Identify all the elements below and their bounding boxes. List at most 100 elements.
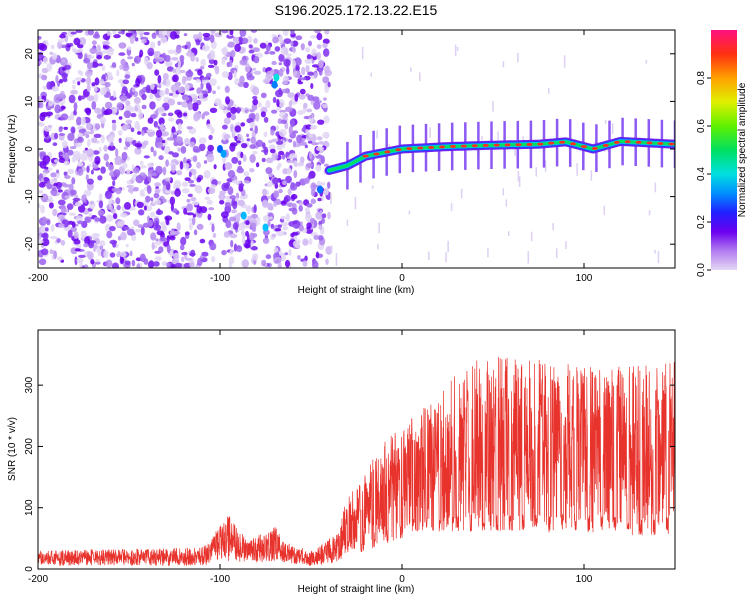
noise-speckle [232,36,241,45]
noise-speckle [224,202,231,207]
noise-speckle [172,152,179,158]
noise-streak [517,53,519,63]
noise-speckle [250,240,254,248]
noise-speckle [317,235,324,241]
noise-speckle [261,259,267,267]
noise-speckle [94,107,102,114]
noise-speckle [91,40,97,45]
noise-streak [376,130,378,139]
noise-speckle [242,154,247,162]
noise-speckle [225,96,230,105]
snr-x-tick-label: 0 [399,574,405,585]
signal-peak [624,140,631,144]
noise-speckle [157,106,165,115]
noise-speckle [233,214,241,224]
noise-speckle [86,122,93,131]
noise-speckle [303,177,310,184]
signal-peak [395,148,402,152]
noise-speckle [82,150,87,154]
noise-speckle [310,83,314,89]
noise-speckle [149,101,156,110]
noise-speckle [42,232,49,240]
noise-streak [487,248,489,258]
noise-speckle [176,130,183,135]
noise-speckle [282,30,289,37]
noise-speckle [197,31,203,41]
noise-speckle [129,35,135,44]
noise-speckle [239,75,245,84]
noise-speckle [207,213,212,221]
noise-speckle [325,246,333,255]
noise-speckle [50,44,55,50]
noise-speckle [58,214,65,219]
noise-speckle [199,66,205,70]
noise-speckle [306,222,312,229]
noise-speckle [64,175,71,179]
noise-speckle [140,130,145,136]
noise-speckle [116,204,121,211]
noise-speckle [38,239,44,244]
noise-speckle [252,150,258,155]
noise-speckle [118,116,123,120]
noise-speckle [145,84,151,94]
noise-speckle [98,80,106,85]
noise-streak [447,240,449,253]
noise-speckle [209,34,215,43]
noise-speckle [236,245,243,253]
noise-speckle [297,110,304,116]
noise-speckle [157,40,161,46]
noise-speckle [95,259,100,263]
signal-peak [373,152,380,156]
noise-speckle [156,208,161,215]
noise-speckle [221,182,229,192]
noise-speckle [118,52,126,56]
noise-speckle [66,203,74,211]
noise-speckle [73,109,77,116]
signal-peak [668,142,675,146]
noise-speckle [103,250,109,259]
noise-speckle [164,177,171,182]
noise-speckle [165,216,170,226]
noise-speckle [38,122,45,127]
heatmap-x-tick-label: 100 [576,273,593,284]
noise-speckle [136,263,141,268]
noise-speckle [140,193,146,197]
noise-speckle [297,162,304,167]
noise-speckle [283,58,291,67]
noise-speckle [89,131,93,135]
noise-speckle [64,152,70,162]
noise-speckle [202,32,211,38]
noise-speckle [263,146,269,156]
noise-speckle [179,55,185,62]
noise-speckle [126,168,131,176]
heatmap-y-tick-label: 20 [24,48,35,60]
noise-speckle [278,188,283,194]
noise-speckle [55,182,63,188]
noise-speckle [223,231,231,238]
noise-speckle [186,212,194,216]
noise-speckle [115,148,119,157]
noise-speckle [276,98,280,108]
noise-speckle [96,54,102,60]
noise-speckle [195,79,202,83]
noise-speckle [141,104,147,110]
noise-speckle [105,259,113,268]
signal-peak [537,142,544,146]
noise-speckle [308,151,313,160]
noise-speckle [90,169,94,175]
noise-speckle [95,238,101,245]
noise-speckle [236,140,241,144]
noise-speckle [252,96,258,100]
noise-speckle [303,115,311,120]
noise-speckle [314,30,322,34]
noise-speckle [229,59,233,68]
noise-speckle [169,235,176,241]
noise-speckle [253,70,262,75]
noise-speckle [77,220,84,225]
noise-speckle [85,108,91,116]
noise-speckle [284,122,289,130]
noise-speckle [265,100,271,109]
noise-speckle [86,95,95,102]
noise-speckle [38,258,47,266]
noise-speckle [183,157,187,165]
